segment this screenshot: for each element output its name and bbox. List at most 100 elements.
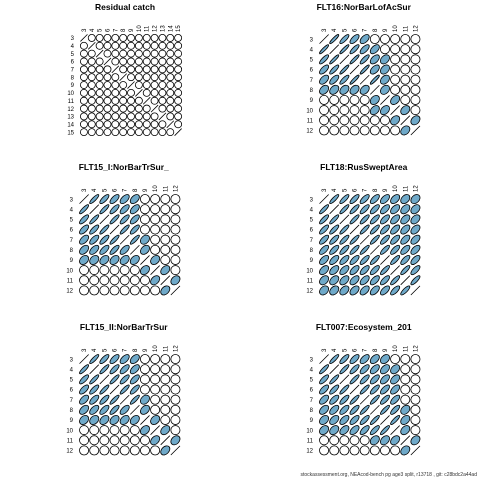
correlation-cell-diagonal (339, 374, 350, 385)
correlation-cell (339, 445, 350, 456)
correlation-cell (359, 244, 370, 255)
correlation-cell (380, 244, 390, 255)
row-tick-label: 9 (70, 258, 74, 264)
correlation-cell (369, 204, 380, 215)
correlation-cell (390, 64, 401, 75)
correlation-cell (319, 234, 330, 245)
correlation-cell (329, 374, 340, 385)
correlation-cell (79, 435, 90, 446)
column-tick-label: 4 (332, 188, 338, 192)
correlation-cell (109, 214, 120, 225)
correlation-cell (160, 384, 171, 395)
correlation-cell (119, 354, 130, 365)
row-tick-label: 8 (70, 248, 74, 254)
correlation-cell (390, 445, 401, 456)
correlation-cell (400, 44, 411, 55)
correlation-cell (359, 64, 370, 75)
correlation-cell (134, 104, 143, 113)
correlation-cell (339, 44, 350, 55)
correlation-cell (410, 435, 421, 446)
correlation-cell (170, 194, 181, 205)
row-tick-label: 7 (310, 398, 314, 404)
correlation-cell (79, 104, 88, 113)
row-tick-label: 4 (310, 47, 314, 53)
correlation-cell (103, 41, 112, 50)
correlation-cell (166, 65, 175, 74)
row-tick-label: 4 (310, 207, 314, 213)
correlation-cell (410, 394, 421, 405)
correlation-cell-diagonal (119, 234, 130, 245)
correlation-cell (390, 394, 401, 405)
correlation-cell (390, 275, 401, 286)
correlation-cell (142, 88, 151, 97)
correlation-cell (400, 204, 411, 215)
correlation-cell (329, 445, 340, 456)
correlation-cell (359, 34, 370, 45)
correlation-cell (160, 364, 171, 375)
row-tick-label: 9 (70, 418, 74, 424)
correlation-cell (349, 125, 360, 136)
correlation-cell (380, 374, 390, 385)
correlation-cell (170, 255, 181, 265)
correlation-cell-diagonal (359, 394, 370, 405)
correlation-cell (319, 415, 330, 425)
correlation-cell (119, 194, 130, 205)
correlation-cell-diagonal (99, 214, 110, 225)
correlation-cell-diagonal (369, 404, 380, 415)
correlation-cell (339, 435, 350, 446)
correlation-cell (119, 255, 130, 265)
row-tick-label: 3 (71, 36, 75, 42)
correlation-cell (339, 354, 350, 365)
correlation-cell (390, 74, 401, 85)
correlation-cell-diagonal (349, 224, 360, 235)
correlation-cell (329, 64, 340, 75)
column-tick-label: 6 (113, 188, 119, 192)
row-tick-label: 3 (310, 197, 314, 203)
correlation-cell (142, 104, 151, 113)
row-tick-label: 6 (71, 60, 75, 66)
row-tick-label: 6 (310, 228, 314, 234)
correlation-cell (369, 125, 380, 136)
correlation-cell (127, 104, 135, 113)
correlation-cell (99, 394, 110, 405)
column-tick-label: 10 (153, 185, 159, 192)
correlation-cell (349, 204, 360, 215)
column-tick-label: 12 (173, 185, 179, 192)
column-tick-label: 6 (353, 348, 359, 352)
correlation-cell (158, 65, 167, 74)
correlation-cell (319, 84, 330, 95)
correlation-cell (170, 244, 181, 255)
correlation-cell (150, 255, 161, 265)
correlation-cell (359, 214, 370, 225)
correlation-cell (95, 128, 104, 137)
correlation-cell (329, 244, 340, 255)
correlation-cell (87, 128, 96, 137)
correlation-cell (174, 57, 183, 66)
correlation-cell (109, 445, 120, 456)
correlation-cell (79, 374, 90, 385)
correlation-cell (319, 394, 330, 405)
correlation-cell (410, 34, 421, 45)
correlation-cell (89, 354, 100, 365)
correlation-cell-diagonal (380, 255, 390, 265)
correlation-cell (390, 95, 401, 105)
correlation-cell (329, 74, 340, 85)
correlation-cell-diagonal (400, 435, 411, 446)
row-tick-label: 4 (310, 367, 314, 373)
correlation-cell (103, 96, 112, 105)
correlation-cell (359, 125, 370, 136)
correlation-cell-diagonal (140, 255, 150, 265)
correlation-cell (87, 96, 96, 105)
correlation-cell (359, 95, 370, 105)
column-tick-label: 3 (82, 188, 88, 192)
correlation-cell (339, 95, 350, 105)
correlation-cell (319, 374, 330, 385)
column-tick-label: 4 (332, 348, 338, 352)
correlation-cell (166, 104, 175, 113)
column-tick-label: 12 (413, 345, 419, 352)
correlation-cell (380, 44, 390, 55)
correlation-cell (95, 81, 104, 89)
correlation-cell (160, 255, 171, 265)
